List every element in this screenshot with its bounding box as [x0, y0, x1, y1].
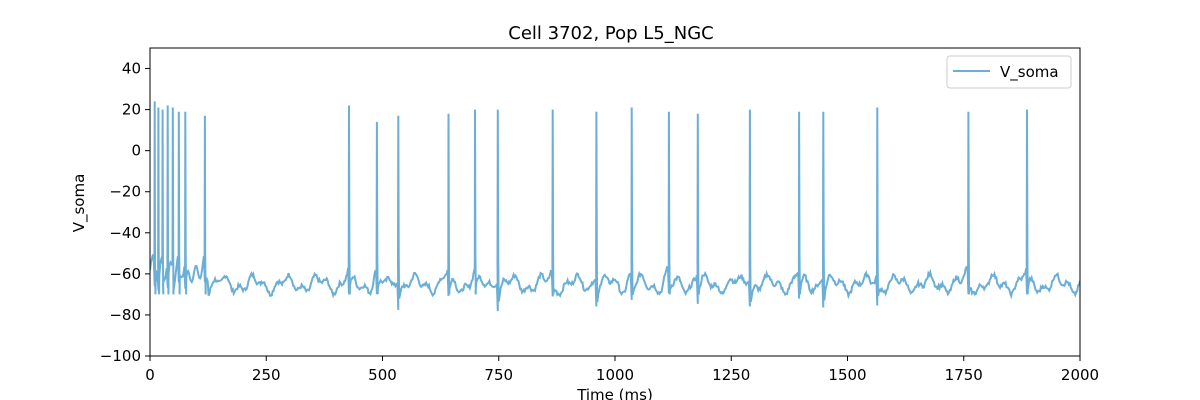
x-tick-label: 1000: [596, 366, 634, 384]
y-tick-label: −100: [100, 347, 141, 365]
y-axis-label: V_soma: [70, 174, 89, 233]
series-line-v-soma: [150, 101, 1080, 312]
x-tick-label: 0: [145, 366, 155, 384]
axes-frame: [149, 47, 1081, 357]
y-tick-label: 0: [131, 142, 141, 160]
x-tick-label: 500: [368, 366, 397, 384]
y-tick-label: −20: [109, 183, 141, 201]
x-tick-label: 750: [484, 366, 513, 384]
x-tick-label: 2000: [1061, 366, 1099, 384]
y-tick-label: 20: [122, 101, 141, 119]
legend: V_soma: [946, 55, 1072, 89]
legend-box: [946, 55, 1072, 89]
x-tick-label: 1250: [712, 366, 750, 384]
legend-label-v-soma: V_soma: [1000, 63, 1059, 82]
plot-area: [150, 101, 1080, 312]
x-tick-label: 1500: [828, 366, 866, 384]
x-tick-label: 1750: [945, 366, 983, 384]
y-tick-label: 40: [122, 60, 141, 78]
y-tick-label: −80: [109, 306, 141, 324]
y-tick-label: −40: [109, 224, 141, 242]
chart-title: Cell 3702, Pop L5_NGC: [508, 23, 713, 44]
y-tick-label: −60: [109, 265, 141, 283]
x-tick-label: 250: [252, 366, 281, 384]
axes: 0 250 500 750 1000 1250 1500 1750 2000 −100 −80 −60…: [100, 47, 1099, 384]
x-axis-label: Time (ms): [576, 386, 653, 400]
